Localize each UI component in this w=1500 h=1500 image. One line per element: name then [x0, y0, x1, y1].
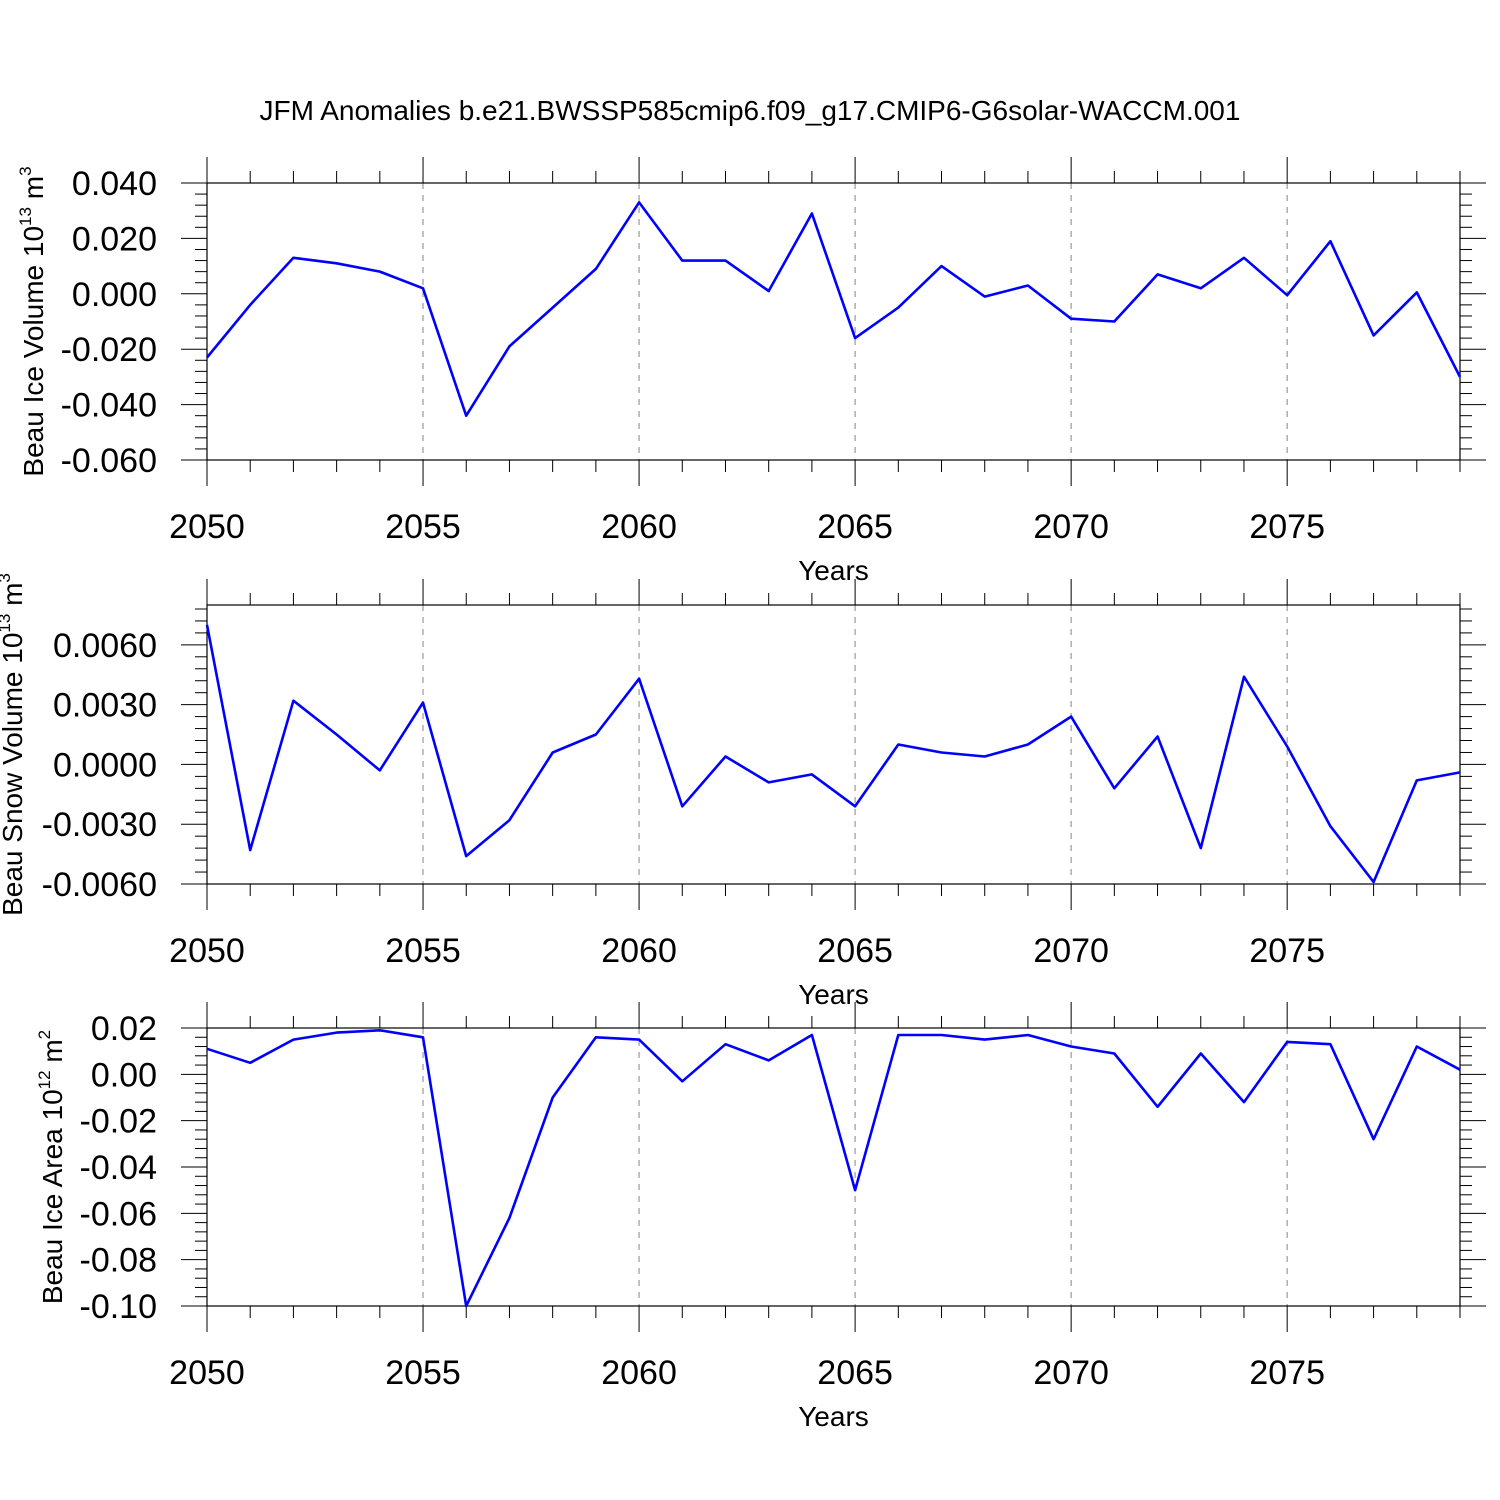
x-tick-label: 2075	[1249, 1354, 1325, 1392]
y-tick-label: 0.0000	[53, 746, 157, 784]
panel-ice-volume: 0.040 0.020 0.000 -0.020 -0.040 -0.060 2050 205…	[16, 157, 1486, 586]
y-tick-label: 0.0030	[53, 687, 157, 725]
y-tick-label: -0.08	[80, 1242, 158, 1280]
y-tick-label: -0.0060	[42, 866, 157, 904]
x-axis-label: Years	[798, 555, 869, 586]
x-tick-label: 2070	[1033, 932, 1109, 970]
x-tick-label: 2065	[817, 932, 893, 970]
y-tick-label: 0.02	[91, 1010, 157, 1048]
panel-ice-area: 0.02 0.00 -0.02 -0.04 -0.06 -0.08 -0.10 2050 205…	[35, 1002, 1486, 1432]
x-tick-label: 2075	[1249, 932, 1325, 970]
y-axis-label: Beau Ice Area 1012 m2	[35, 1030, 68, 1304]
x-tick-label: 2055	[385, 1354, 461, 1392]
y-tick-label: 0.000	[72, 276, 157, 314]
y-tick-label: -0.0030	[42, 806, 157, 844]
y-tick-label: -0.020	[61, 331, 157, 369]
plot-frame	[206, 1027, 1461, 1307]
x-tick-label: 2060	[601, 1354, 677, 1392]
x-tick-label: 2050	[169, 1354, 245, 1392]
x-tick-label: 2065	[817, 1354, 893, 1392]
series-line	[205, 201, 1462, 418]
x-tick-label: 2055	[385, 508, 461, 546]
x-tick-label: 2070	[1033, 508, 1109, 546]
y-tick-label: 0.0060	[53, 627, 157, 665]
x-axis-label: Years	[798, 979, 869, 1010]
y-tick-label: -0.10	[80, 1288, 158, 1326]
x-axis-label: Years	[798, 1401, 869, 1432]
x-tick-label: 2075	[1249, 508, 1325, 546]
series-line	[205, 624, 1461, 884]
y-tick-label: 0.00	[91, 1056, 157, 1094]
x-tick-label: 2050	[169, 508, 245, 546]
x-tick-label: 2060	[601, 932, 677, 970]
plot-frame	[206, 604, 1461, 885]
x-tick-label: 2050	[169, 932, 245, 970]
x-tick-label: 2070	[1033, 1354, 1109, 1392]
panel-snow-volume: 0.0060 0.0030 0.0000 -0.0030 -0.0060 2050 2055…	[0, 573, 1486, 1010]
y-tick-label: -0.060	[61, 442, 157, 480]
x-tick-label: 2060	[601, 508, 677, 546]
y-tick-label: -0.040	[61, 387, 157, 425]
series-line	[206, 1029, 1461, 1308]
y-tick-label: -0.04	[80, 1149, 158, 1187]
y-axis-label: Beau Snow Volume 1013 m3	[0, 573, 28, 916]
x-tick-label: 2065	[817, 508, 893, 546]
y-tick-label: 0.020	[72, 220, 157, 258]
y-axis-label: Beau Ice Volume 1013 m3	[16, 166, 49, 476]
y-tick-label: -0.06	[80, 1195, 158, 1233]
x-tick-label: 2055	[385, 932, 461, 970]
chart-title: JFM Anomalies b.e21.BWSSP585cmip6.f09_g1…	[260, 95, 1241, 126]
y-tick-label: 0.040	[72, 165, 157, 203]
y-tick-label: -0.02	[80, 1103, 158, 1141]
plot-frame	[206, 182, 1461, 461]
